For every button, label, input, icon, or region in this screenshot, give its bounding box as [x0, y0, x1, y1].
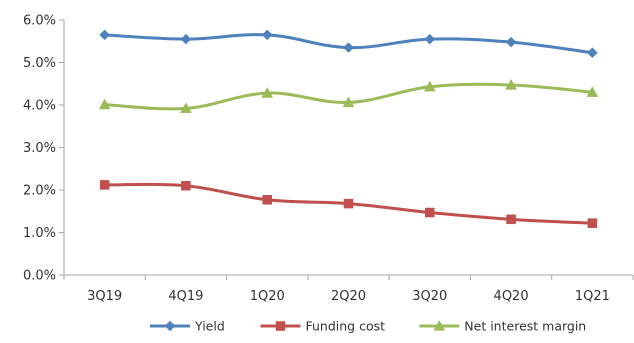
legend-label: Net interest margin — [464, 319, 586, 334]
data-point-yield — [343, 42, 354, 53]
data-point-net-interest-margin — [261, 87, 274, 98]
data-point-net-interest-margin — [342, 96, 355, 108]
x-tick-label: 4Q20 — [494, 289, 529, 304]
data-point-funding-cost — [181, 181, 191, 191]
y-tick-label: 5.0% — [23, 56, 56, 71]
series-yield — [99, 29, 598, 59]
y-tick-label: 6.0% — [23, 14, 56, 29]
data-point-funding-cost — [262, 195, 272, 205]
data-point-yield — [424, 33, 436, 45]
data-point-net-interest-margin — [180, 102, 192, 114]
legend-marker — [275, 321, 286, 331]
data-point-net-interest-margin — [505, 79, 517, 90]
axes: 0.0% 1.0% 2.0% 3.0% 4.0% 5.0% 6.0% 3Q19 4Q19 1Q20… — [23, 14, 634, 304]
y-tick-label: 3.0% — [23, 141, 56, 156]
data-point-net-interest-margin — [423, 80, 436, 92]
legend-item-funding-cost: Funding cost — [260, 319, 386, 334]
data-point-net-interest-margin — [98, 98, 111, 110]
x-tick-label: 3Q20 — [412, 289, 447, 304]
legend-marker — [164, 320, 176, 332]
legend-item-yield: Yield — [150, 319, 225, 334]
x-tick-label: 1Q21 — [575, 289, 610, 304]
legend-marker — [433, 319, 446, 331]
data-point-funding-cost — [506, 214, 516, 225]
legend-item-net-interest-margin: Net interest margin — [419, 319, 586, 334]
x-tick-label: 2Q20 — [331, 289, 366, 304]
data-point-yield — [505, 36, 517, 48]
legend-label: Funding cost — [306, 319, 386, 334]
x-tick-label: 1Q20 — [250, 289, 285, 304]
y-tick-label: 4.0% — [23, 99, 56, 114]
data-point-funding-cost — [425, 207, 435, 218]
series-layer — [98, 29, 599, 228]
data-point-yield — [99, 29, 110, 41]
data-point-funding-cost — [587, 218, 598, 228]
x-tick-label: 4Q19 — [168, 289, 203, 304]
y-tick-label: 0.0% — [23, 269, 56, 284]
y-tick-label: 1.0% — [23, 226, 56, 241]
data-point-yield — [180, 33, 192, 45]
series-net-interest-margin — [98, 79, 599, 114]
y-tick-label: 2.0% — [23, 184, 56, 199]
series-funding-cost — [99, 180, 598, 228]
data-point-yield — [261, 29, 273, 41]
legend-label: Yield — [194, 319, 225, 334]
data-point-yield — [587, 47, 598, 59]
data-point-net-interest-margin — [586, 86, 599, 97]
data-point-funding-cost — [343, 198, 354, 209]
legend: Yield Funding cost Net interest margin — [150, 319, 586, 334]
data-point-funding-cost — [99, 180, 110, 190]
x-tick-label: 3Q19 — [87, 289, 122, 304]
